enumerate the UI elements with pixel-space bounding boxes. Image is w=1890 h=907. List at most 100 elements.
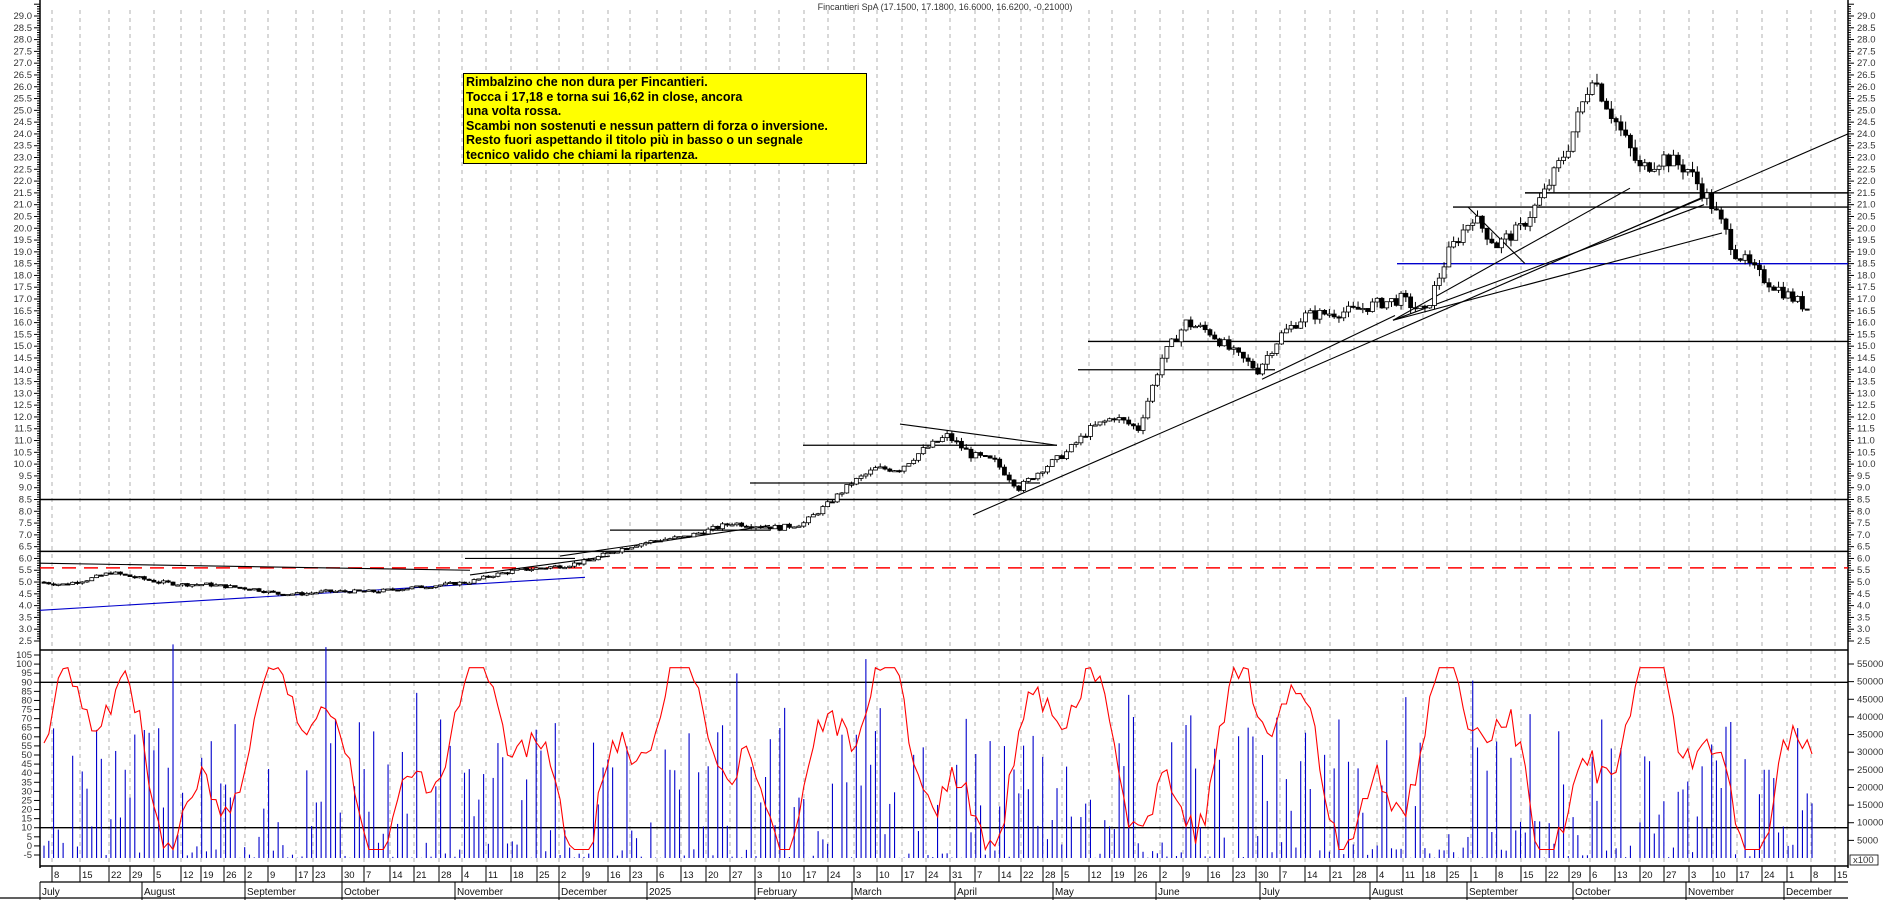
- svg-text:19.5: 19.5: [1857, 235, 1876, 246]
- horizontal-levels: [39, 0, 1849, 868]
- svg-text:8.0: 8.0: [1857, 506, 1870, 517]
- svg-text:30: 30: [21, 786, 32, 797]
- svg-text:22: 22: [1548, 870, 1559, 881]
- svg-text:24: 24: [928, 870, 939, 881]
- svg-text:18.5: 18.5: [1857, 259, 1876, 270]
- svg-text:24: 24: [830, 870, 841, 881]
- svg-text:8.5: 8.5: [1857, 494, 1870, 505]
- svg-text:5.0: 5.0: [1857, 577, 1870, 588]
- svg-text:September: September: [247, 887, 297, 898]
- svg-text:29.0: 29.0: [14, 11, 33, 22]
- svg-text:14: 14: [392, 870, 403, 881]
- svg-text:10.5: 10.5: [1857, 447, 1876, 458]
- svg-text:5: 5: [1064, 870, 1069, 881]
- svg-text:16.0: 16.0: [1857, 318, 1876, 329]
- svg-text:8: 8: [1498, 870, 1503, 881]
- svg-text:18.5: 18.5: [14, 259, 33, 270]
- svg-text:24.5: 24.5: [14, 117, 33, 128]
- svg-text:13.5: 13.5: [14, 377, 33, 388]
- svg-text:May: May: [1055, 887, 1074, 898]
- svg-text:23.0: 23.0: [14, 153, 33, 164]
- svg-text:10.5: 10.5: [14, 447, 33, 458]
- svg-text:6.0: 6.0: [1857, 553, 1870, 564]
- svg-text:12.0: 12.0: [1857, 412, 1876, 423]
- svg-text:10: 10: [879, 870, 890, 881]
- svg-text:April: April: [957, 887, 977, 898]
- svg-text:23: 23: [632, 870, 643, 881]
- date-axis: 8 15 22 29 5 12 19 26 2 9 17 23 30 7 14 21 28 4 11 18 25 2 9 16…: [0, 866, 1848, 900]
- svg-text:17.0: 17.0: [14, 294, 33, 305]
- svg-text:21.5: 21.5: [14, 188, 33, 199]
- svg-text:85: 85: [21, 686, 32, 697]
- svg-text:16: 16: [1210, 870, 1221, 881]
- svg-text:6: 6: [1592, 870, 1597, 881]
- svg-text:30000: 30000: [1857, 747, 1883, 758]
- svg-text:September: September: [1469, 887, 1519, 898]
- svg-text:75: 75: [21, 705, 32, 716]
- svg-text:3: 3: [1691, 870, 1696, 881]
- svg-text:14.5: 14.5: [14, 353, 33, 364]
- svg-text:1: 1: [1473, 870, 1478, 881]
- svg-text:9.5: 9.5: [1857, 471, 1870, 482]
- svg-text:12: 12: [1091, 870, 1102, 881]
- svg-text:12: 12: [183, 870, 194, 881]
- svg-text:20: 20: [21, 805, 32, 816]
- svg-text:10: 10: [1715, 870, 1726, 881]
- svg-text:26: 26: [226, 870, 237, 881]
- svg-text:12.0: 12.0: [14, 412, 33, 423]
- svg-text:13.0: 13.0: [14, 388, 33, 399]
- svg-text:15: 15: [1837, 870, 1848, 881]
- svg-text:30: 30: [1258, 870, 1269, 881]
- svg-text:19.0: 19.0: [14, 247, 33, 258]
- svg-text:November: November: [1688, 887, 1735, 898]
- svg-text:35000: 35000: [1857, 730, 1883, 741]
- svg-text:17.5: 17.5: [1857, 282, 1876, 293]
- svg-text:29.0: 29.0: [1857, 11, 1876, 22]
- svg-text:12.5: 12.5: [1857, 400, 1876, 411]
- svg-text:3.5: 3.5: [1857, 612, 1870, 623]
- svg-text:4.5: 4.5: [19, 589, 32, 600]
- trendlines: [39, 133, 1849, 611]
- svg-text:55000: 55000: [1857, 659, 1883, 670]
- svg-text:105: 105: [16, 650, 32, 661]
- svg-text:40: 40: [21, 768, 32, 779]
- svg-text:5: 5: [27, 832, 32, 843]
- svg-text:11.5: 11.5: [14, 424, 32, 435]
- svg-text:2: 2: [1162, 870, 1167, 881]
- svg-text:13: 13: [683, 870, 694, 881]
- svg-text:14.0: 14.0: [14, 365, 33, 376]
- svg-text:13.0: 13.0: [1857, 388, 1876, 399]
- svg-text:6: 6: [659, 870, 664, 881]
- svg-text:18.0: 18.0: [1857, 270, 1876, 281]
- svg-text:22.0: 22.0: [14, 176, 33, 187]
- svg-text:5.5: 5.5: [1857, 565, 1870, 576]
- svg-text:13.5: 13.5: [1857, 377, 1876, 388]
- svg-text:11.0: 11.0: [14, 436, 32, 447]
- svg-text:23.0: 23.0: [1857, 153, 1876, 164]
- svg-text:7.5: 7.5: [19, 518, 32, 529]
- svg-text:9.0: 9.0: [1857, 483, 1870, 494]
- svg-text:2.5: 2.5: [19, 636, 32, 647]
- svg-text:17.5: 17.5: [14, 282, 33, 293]
- svg-text:50: 50: [21, 750, 32, 761]
- svg-text:14: 14: [1307, 870, 1318, 881]
- svg-text:80: 80: [21, 695, 32, 706]
- svg-text:23.5: 23.5: [14, 141, 33, 152]
- svg-text:16.5: 16.5: [14, 306, 33, 317]
- svg-text:7.0: 7.0: [19, 530, 32, 541]
- svg-text:8.0: 8.0: [19, 506, 32, 517]
- svg-text:10000: 10000: [1857, 818, 1883, 829]
- svg-text:8.5: 8.5: [19, 494, 32, 505]
- svg-text:4: 4: [464, 870, 469, 881]
- svg-text:14.5: 14.5: [1857, 353, 1876, 364]
- svg-text:30: 30: [344, 870, 355, 881]
- svg-text:2: 2: [247, 870, 252, 881]
- svg-text:26: 26: [1137, 870, 1148, 881]
- svg-text:9.0: 9.0: [19, 483, 32, 494]
- svg-text:19: 19: [1114, 870, 1125, 881]
- svg-text:27.5: 27.5: [14, 46, 33, 57]
- svg-text:50000: 50000: [1857, 677, 1883, 688]
- svg-text:20.0: 20.0: [1857, 223, 1876, 234]
- svg-text:7: 7: [1282, 870, 1287, 881]
